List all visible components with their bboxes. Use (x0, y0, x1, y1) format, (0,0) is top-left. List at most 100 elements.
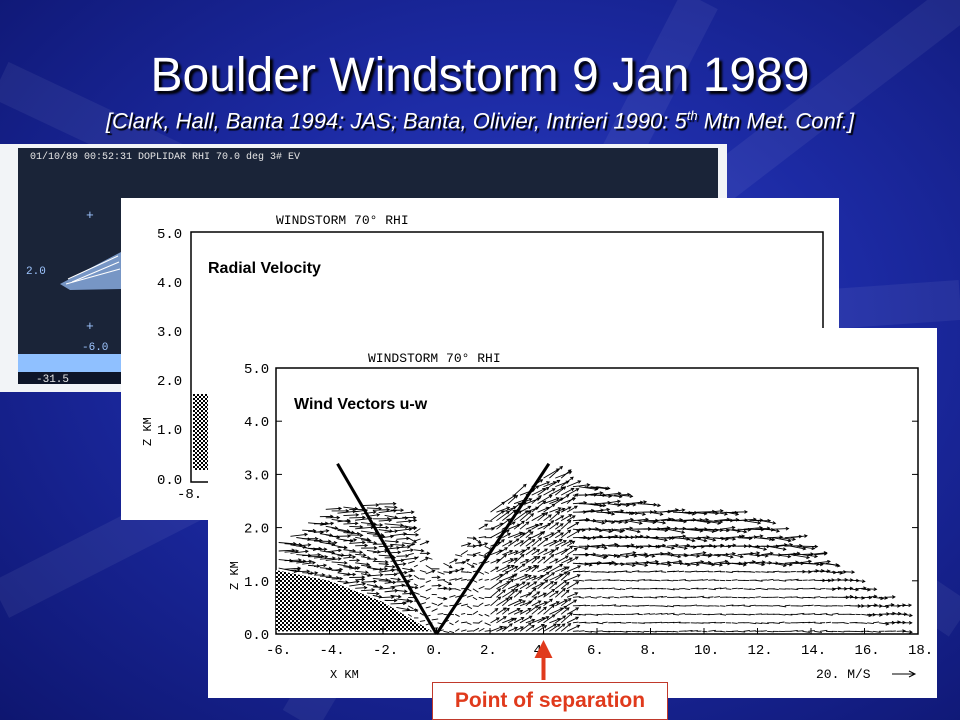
wind-vector-head (514, 588, 519, 593)
wind-vector-head (565, 494, 570, 498)
wind-vector (714, 544, 724, 547)
wind-vector (496, 589, 506, 598)
wind-vector-head (526, 546, 531, 551)
wind-vector-head (763, 547, 768, 551)
wind-vector (790, 629, 798, 632)
wind-vector (631, 535, 643, 539)
wind-vector (325, 507, 342, 510)
wind-vector-head (682, 534, 687, 539)
wind-vector (508, 532, 523, 539)
wind-vector (708, 588, 716, 591)
wind-vector-head (448, 581, 453, 585)
wind-vector (296, 560, 312, 564)
wind-vector-head (827, 559, 831, 564)
wind-vector (590, 520, 605, 524)
wind-vector-head (631, 563, 636, 567)
wind-vector-head (772, 521, 777, 525)
wind-vector (608, 587, 615, 590)
wind-vector (325, 542, 337, 544)
x-tick-label: 18. (908, 643, 933, 659)
wind-vector-head (498, 580, 503, 584)
wind-vector-head (296, 568, 301, 572)
wind-vector-head (617, 499, 622, 504)
wind-vector (678, 544, 690, 547)
wind-vector (325, 558, 341, 561)
wind-vector (584, 545, 600, 548)
wind-vector-head (627, 492, 631, 497)
wind-vector-head (735, 512, 740, 516)
wind-vector (566, 599, 577, 607)
wind-vector (825, 621, 832, 624)
wind-vector (319, 567, 332, 570)
wind-vector-head (630, 517, 634, 522)
wind-vector (519, 615, 533, 624)
wind-vector (319, 522, 334, 526)
separation-lines (336, 462, 551, 635)
wind-vector (878, 596, 888, 599)
wind-vector (590, 503, 606, 507)
wind-vector (355, 553, 366, 556)
wind-vector (560, 598, 572, 607)
wind-vector-head (336, 515, 341, 520)
wind-vector (896, 604, 906, 607)
wind-vector (590, 613, 599, 616)
wind-vector (355, 578, 365, 581)
wind-vector-head (527, 536, 532, 541)
wind-vector (578, 613, 586, 616)
y-axis-ticks: 0.0 1.0 2.0 3.0 4.0 5.0 (244, 362, 918, 644)
wind-vector (743, 613, 751, 616)
wind-vector-head (524, 510, 529, 514)
wind-vector-head (521, 532, 526, 536)
wind-vector (749, 630, 756, 632)
wind-vector (543, 604, 555, 615)
wind-vector (725, 604, 734, 607)
wind-vector-head (814, 554, 819, 559)
wind-vector-head (759, 534, 764, 538)
wind-vector (549, 466, 563, 479)
wind-vector-head (518, 599, 523, 603)
wind-vector (714, 587, 722, 590)
wind-vector (560, 539, 573, 547)
wind-vector-head (569, 612, 573, 616)
wind-vector (808, 613, 816, 615)
wind-vector-head (524, 573, 529, 578)
wind-vector (737, 596, 746, 599)
separation-line (435, 462, 551, 635)
wind-vector (502, 532, 511, 539)
x-tick-label: -4. (320, 643, 345, 659)
wind-vector-head (325, 529, 330, 533)
wind-vector (655, 579, 661, 582)
wind-vector (537, 579, 549, 590)
wind-vector-head (539, 479, 544, 483)
wind-vectors-label: Wind Vectors u-w (294, 396, 428, 413)
wind-vector (873, 596, 884, 600)
wind-vector (531, 575, 544, 581)
wind-vector-head (537, 600, 542, 604)
wind-vector (343, 573, 356, 576)
wind-vector (820, 629, 828, 632)
wind-vector-head (544, 579, 549, 583)
wind-vector (490, 588, 501, 598)
wind-vector (566, 581, 579, 590)
wind-vector (349, 583, 366, 587)
wind-vector (313, 564, 327, 567)
wind-vector (537, 592, 547, 598)
wind-vector (737, 630, 746, 633)
wind-vector (531, 617, 545, 624)
wind-vector-head (499, 625, 504, 630)
wind-vector (502, 607, 510, 615)
wind-vector (560, 582, 570, 590)
wind-vector-head (533, 565, 538, 569)
wind-vector (861, 622, 868, 624)
wind-vector-head (527, 608, 532, 612)
wind-vector (543, 598, 553, 607)
wind-vector (478, 523, 488, 530)
wind-vector (425, 564, 433, 570)
wind-vector (290, 533, 308, 537)
wind-vector-head (575, 581, 580, 585)
wind-vector (667, 605, 674, 608)
wind-vector (661, 509, 679, 513)
wind-vector (572, 502, 587, 505)
wind-vector (808, 562, 823, 566)
wind-vector-head (571, 515, 576, 519)
